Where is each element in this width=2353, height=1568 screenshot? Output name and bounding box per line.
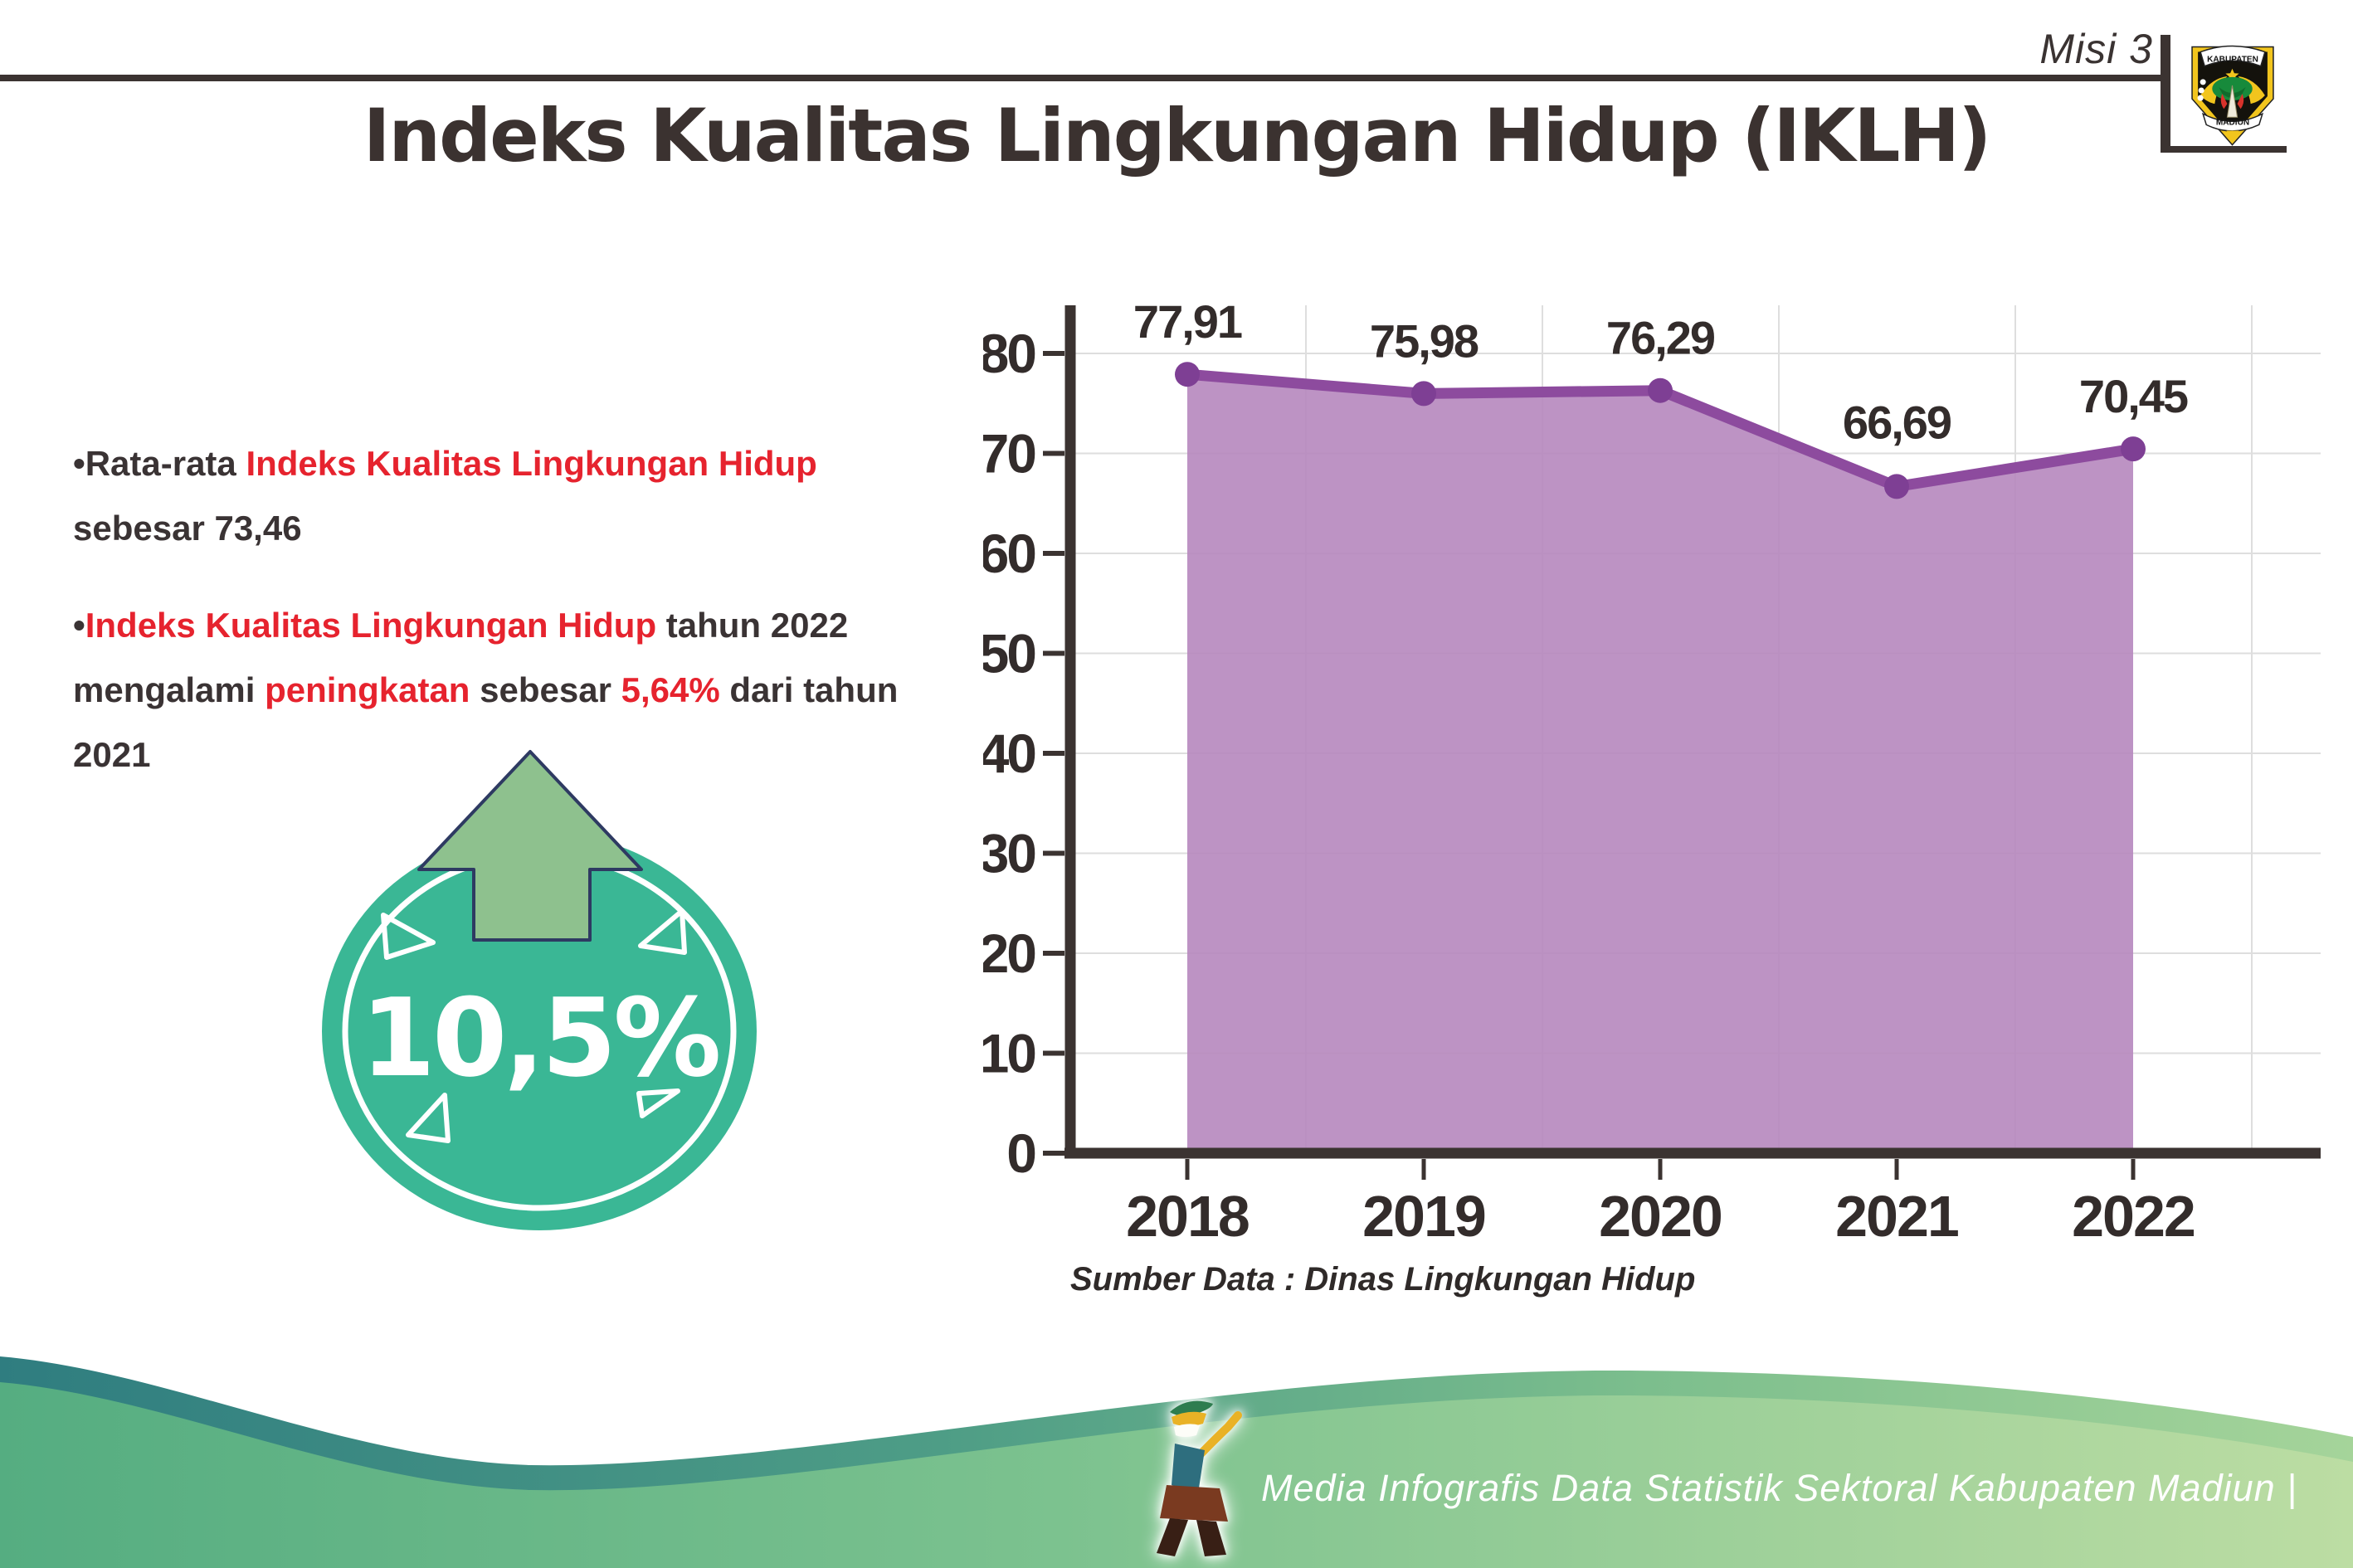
mascot-icon (1157, 1400, 1242, 1556)
y-tick-label: 80 (983, 323, 1035, 384)
iklh-area-chart: 0 10 20 30 40 50 60 70 80 2018 2019 2020 2021 2022 77,… (979, 295, 2321, 1249)
badge-value: 10,5% (360, 975, 719, 1101)
bullet2-text2: sebesar (470, 670, 621, 710)
badge-triangle-ne (638, 908, 687, 955)
misi-label: Misi 3 (2039, 26, 2153, 72)
iklh-chart-container: 0 10 20 30 40 50 60 70 80 2018 2019 2020 2021 2022 77,… (979, 274, 2327, 1311)
bullet-iklh-increase: •Indeks Kualitas Lingkungan Hidup tahun … (73, 593, 915, 786)
bullet1-text: •Rata-rata (73, 444, 246, 483)
logo-frame-vertical-line (2161, 35, 2170, 153)
logo-bottom-text: MADIUN (2216, 118, 2249, 127)
data-label: 70,45 (2079, 370, 2188, 422)
y-tick-label: 20 (983, 923, 1035, 984)
x-tick-label: 2021 (1835, 1184, 1958, 1249)
bullet2-highlight2: peningkatan (265, 670, 470, 710)
y-tick-label: 50 (983, 623, 1035, 684)
bullet1-text-end: sebesar 73,46 (73, 508, 302, 548)
logo-frame-bottom-line (2161, 146, 2287, 153)
y-tick-label: 0 (1006, 1122, 1035, 1184)
area-fill (1187, 374, 2133, 1153)
header-divider-line (0, 75, 2163, 81)
badge-triangle-se (636, 1088, 680, 1118)
data-label: 75,98 (1370, 314, 1479, 367)
y-tick-label: 30 (983, 823, 1035, 884)
bullet2-text3: dari tahun 2021 (73, 670, 899, 774)
bullet-average-iklh: •Rata-rata Indeks Kualitas Lingkungan Hi… (73, 431, 915, 560)
data-point (2121, 436, 2146, 462)
bullet2-highlight1: Indeks Kualitas Lingkungan Hidup (85, 606, 657, 645)
bullet1-highlight: Indeks Kualitas Lingkungan Hidup (246, 444, 817, 483)
up-arrow-icon (417, 750, 643, 942)
y-tick-label: 70 (983, 423, 1035, 485)
bullet2-dot: • (73, 606, 85, 645)
y-tick-label: 60 (983, 523, 1035, 584)
data-label: 77,91 (1133, 295, 1242, 348)
data-label: 76,29 (1606, 312, 1715, 364)
data-point (1884, 474, 1909, 499)
x-tick-label: 2019 (1362, 1184, 1485, 1249)
kabupaten-madiun-logo: KABUPATEN MADIUN (2191, 45, 2274, 146)
x-tick-label: 2020 (1599, 1184, 1722, 1249)
summary-bullets: •Rata-rata Indeks Kualitas Lingkungan Hi… (73, 431, 915, 820)
bullet2-highlight3: 5,64% (621, 670, 720, 710)
badge-triangle-sw (406, 1093, 451, 1143)
x-tick-label: 2022 (2072, 1184, 2195, 1249)
data-point (1175, 362, 1200, 387)
x-tick-label: 2018 (1126, 1184, 1249, 1249)
footer-credit-text: Media Infografis Data Statistik Sektoral… (1261, 1467, 2297, 1509)
page-title: Indeks Kualitas Lingkungan Hidup (IKLH) (363, 93, 1992, 178)
data-point (1648, 377, 1673, 403)
bullet2-text1: tahun 2022 mengalami (73, 606, 849, 710)
badge-circle (322, 832, 757, 1230)
logo-top-text: KABUPATEN (2207, 56, 2258, 65)
y-tick-label: 40 (983, 723, 1035, 784)
y-tick-label: 10 (983, 1023, 1035, 1084)
data-source-note: Sumber Data : Dinas Lingkungan Hidup (1070, 1261, 1696, 1298)
increase-percentage-badge: 10,5% (322, 750, 757, 1230)
data-label: 66,69 (1843, 396, 1951, 448)
badge-triangle-nw (381, 913, 436, 960)
data-point (1411, 381, 1436, 407)
